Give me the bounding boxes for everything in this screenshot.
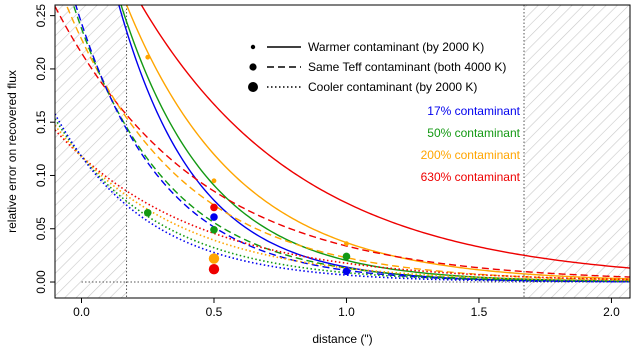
curve-same-630pct	[55, 6, 630, 278]
x-axis-label: distance (")	[312, 332, 372, 346]
x-tick-label: 0.5	[206, 305, 223, 319]
curve-same-200pct	[65, 5, 630, 281]
data-point	[210, 213, 218, 221]
reference-lines	[81, 5, 630, 298]
y-tick-label: 0.00	[34, 270, 48, 294]
legend-marker	[248, 82, 258, 92]
data-point	[210, 226, 218, 234]
data-point	[143, 208, 152, 217]
curve-warmer-630pct	[140, 5, 630, 269]
data-point	[208, 253, 220, 264]
curve-warmer-50pct	[120, 5, 630, 282]
color-legend-label: 50% contaminant	[427, 126, 520, 140]
color-legend-label: 17% contaminant	[427, 104, 520, 118]
x-tick-label: 0.0	[73, 305, 90, 319]
data-point	[210, 203, 218, 212]
model-curves	[55, 5, 630, 283]
x-tick-label: 2.0	[603, 305, 620, 319]
data-point	[145, 54, 151, 60]
y-tick-label: 0.10	[34, 163, 48, 187]
color-legend-label: 200% contaminant	[421, 148, 521, 162]
data-point	[208, 264, 220, 275]
legend-label: Same Teff contaminant (both 4000 K)	[308, 60, 506, 74]
x-tick-label: 1.0	[338, 305, 355, 319]
y-tick-label: 0.15	[34, 110, 48, 134]
y-axis-label: relative error on recovered flux	[5, 70, 19, 233]
legend-marker	[249, 63, 257, 71]
curve-warmer-200pct	[125, 5, 630, 280]
y-tick-label: 0.20	[34, 57, 48, 81]
color-legend: 17% contaminant 50% contaminant 200% conta…	[421, 104, 521, 184]
x-tick-label: 1.5	[471, 305, 488, 319]
legend-marker	[250, 44, 256, 50]
data-point	[342, 252, 351, 261]
color-legend-label: 630% contaminant	[421, 170, 521, 184]
curve-same-50pct	[72, 5, 630, 283]
legend-label: Cooler contaminant (by 2000 K)	[308, 80, 477, 94]
data-point	[211, 178, 217, 184]
legend-label: Warmer contaminant (by 2000 K)	[308, 40, 484, 54]
hatched-region	[524, 5, 630, 298]
data-point	[342, 267, 351, 276]
plot-frame	[54, 4, 631, 299]
curve-cooler-630pct	[55, 129, 630, 281]
measured-points	[143, 54, 351, 276]
y-axis: 0.00 0.05 0.10 0.15 0.20 0.25	[34, 4, 55, 294]
y-tick-label: 0.05	[34, 217, 48, 241]
curve-cooler-50pct	[55, 118, 630, 283]
style-legend: Warmer contaminant (by 2000 K) Same Teff …	[248, 40, 506, 94]
data-point	[344, 241, 349, 247]
x-axis: 0.0 0.5 1.0 1.5 2.0	[73, 298, 620, 319]
y-tick-label: 0.25	[34, 4, 48, 28]
